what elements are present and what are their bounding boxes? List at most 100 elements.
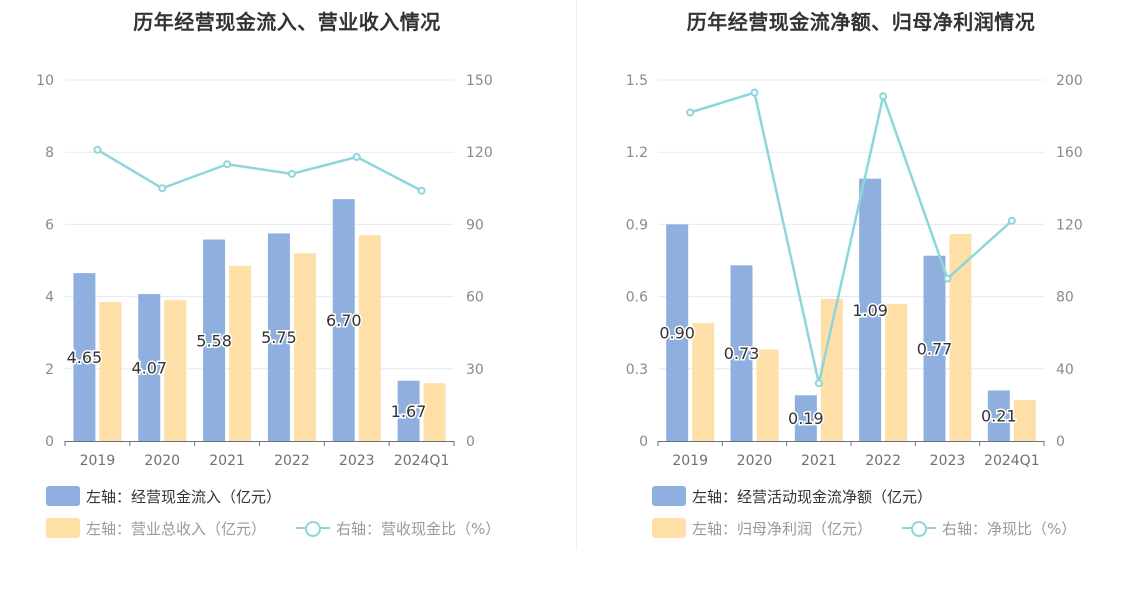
line-point xyxy=(158,184,167,193)
panel-divider xyxy=(576,0,577,550)
bar-data-label: 0.19 xyxy=(788,409,824,428)
right-axis-tick-label: 120 xyxy=(1056,217,1083,233)
x-axis-tick-label: 2021 xyxy=(801,453,837,469)
legend-swatch-bar-blue xyxy=(652,486,686,506)
x-axis-tick-label: 2024Q1 xyxy=(394,453,450,469)
x-axis-tick-label: 2019 xyxy=(672,453,708,469)
bar-secondary xyxy=(229,265,252,441)
legend-item-cash-ratio[interactable]: 右轴：营收现金比（%） xyxy=(296,518,500,538)
bar-primary xyxy=(859,178,882,441)
legend-swatch-bar-orange xyxy=(652,518,686,538)
right-axis-tick-label: 160 xyxy=(1056,145,1083,161)
right-axis-tick-label: 40 xyxy=(1056,362,1074,378)
bar-primary xyxy=(73,273,96,441)
legend-swatch-line-icon xyxy=(902,518,936,538)
bar-secondary xyxy=(885,303,908,441)
bar-secondary xyxy=(949,234,972,441)
line-point xyxy=(417,186,426,195)
bar-data-label: 6.70 xyxy=(326,311,362,330)
legend-item-revenue[interactable]: 左轴：营业总收入（亿元） xyxy=(46,518,266,538)
bar-secondary xyxy=(820,299,843,441)
bar-primary xyxy=(397,380,420,441)
right-axis-tick-label: 0 xyxy=(466,434,475,450)
line-point xyxy=(686,108,695,117)
right-axis-tick-label: 60 xyxy=(466,290,484,306)
legend-item-net-cash-flow[interactable]: 左轴：经营活动现金流净额（亿元） xyxy=(652,486,932,506)
bar-secondary xyxy=(423,383,446,441)
legend-item-net-profit[interactable]: 左轴：归母净利润（亿元） xyxy=(652,518,872,538)
chart-panel-net-cash-flow: 历年经营现金流净额、归母净利润情况 0 0.3 0.6 0.9 1.2 1.5 0 40 80 1… xyxy=(574,0,1148,589)
bar-secondary xyxy=(293,253,316,441)
line-point xyxy=(223,160,232,169)
bar-secondary xyxy=(164,300,187,441)
bar-secondary xyxy=(1013,400,1036,441)
bar-data-label: 4.65 xyxy=(67,348,103,367)
left-axis-tick-label: 6 xyxy=(45,217,54,233)
legend-label: 右轴：净现比（%） xyxy=(942,519,1077,538)
bar-data-label: 0.73 xyxy=(724,344,760,363)
legend-label: 左轴：营业总收入（亿元） xyxy=(86,519,267,538)
bar-data-label: 0.21 xyxy=(981,407,1017,426)
right-axis-tick-label: 30 xyxy=(466,362,484,378)
line-point xyxy=(1007,216,1016,225)
x-axis-tick-label: 2021 xyxy=(209,453,245,469)
right-axis-tick-label: 0 xyxy=(1056,434,1065,450)
left-axis-tick-label: 2 xyxy=(45,362,54,378)
chart-plot-area: 0 0.3 0.6 0.9 1.2 1.5 0 40 80 120 160 200 2019 2020 20… xyxy=(626,73,1083,469)
left-axis-tick-label: 0.9 xyxy=(626,217,648,233)
series-line xyxy=(96,148,423,192)
legend-item-net-cash-ratio[interactable]: 右轴：净现比（%） xyxy=(902,518,1076,538)
bar-primary xyxy=(923,255,946,441)
x-axis-tick-label: 2020 xyxy=(737,453,773,469)
chart-title: 历年经营现金流入、营业收入情况 xyxy=(133,10,441,34)
bar-secondary xyxy=(358,235,381,441)
bar-secondary xyxy=(692,323,715,441)
right-axis-tick-label: 120 xyxy=(466,145,493,161)
x-axis-tick-label: 2022 xyxy=(865,453,901,469)
bar-data-label: 4.07 xyxy=(131,359,167,378)
x-axis-tick-label: 2023 xyxy=(339,453,375,469)
bar-primary xyxy=(987,390,1010,441)
left-axis-tick-label: 0.6 xyxy=(626,290,648,306)
right-axis-tick-label: 90 xyxy=(466,217,484,233)
legend-swatch-bar-orange xyxy=(46,518,80,538)
left-axis-tick-label: 1.2 xyxy=(626,145,648,161)
bar-primary xyxy=(730,265,753,441)
legend-item-cash-inflow[interactable]: 左轴：经营现金流入（亿元） xyxy=(46,486,281,506)
bar-secondary xyxy=(99,302,122,441)
bar-data-label: 5.75 xyxy=(261,328,297,347)
left-axis-tick-label: 4 xyxy=(45,290,54,306)
legend-label: 右轴：营收现金比（%） xyxy=(336,519,501,538)
left-axis-tick-label: 0.3 xyxy=(626,362,648,378)
x-axis-tick-label: 2024Q1 xyxy=(984,453,1040,469)
bar-data-label: 0.90 xyxy=(659,324,695,343)
line-point xyxy=(287,169,296,178)
bar-primary xyxy=(666,224,689,441)
right-axis-tick-label: 150 xyxy=(466,73,493,89)
legend-swatch-bar-blue xyxy=(46,486,80,506)
bar-primary xyxy=(203,239,226,441)
bar-primary xyxy=(332,199,355,441)
left-axis-tick-label: 0 xyxy=(639,434,648,450)
legend-label: 左轴：经营现金流入（亿元） xyxy=(86,487,282,506)
bar-data-label: 5.58 xyxy=(196,331,232,350)
left-axis-tick-label: 10 xyxy=(36,73,54,89)
bar-primary xyxy=(267,233,290,441)
bar-primary xyxy=(794,395,817,441)
line-point xyxy=(814,379,823,388)
x-axis-tick-label: 2019 xyxy=(80,453,116,469)
series-line xyxy=(689,91,1013,384)
line-point xyxy=(879,92,888,101)
line-point xyxy=(93,145,102,154)
bar-secondary xyxy=(756,349,779,441)
left-axis-tick-label: 8 xyxy=(45,145,54,161)
line-point xyxy=(352,153,361,162)
x-axis-tick-label: 2022 xyxy=(274,453,310,469)
bar-primary xyxy=(138,294,161,441)
bar-data-label: 0.77 xyxy=(917,339,953,358)
chart-panel-cash-inflow: 历年经营现金流入、营业收入情况 0 2 4 6 8 10 0 30 60 90 120 150 2019… xyxy=(36,10,500,538)
right-axis-tick-label: 80 xyxy=(1056,290,1074,306)
legend-label: 左轴：归母净利润（亿元） xyxy=(692,519,873,538)
x-axis-tick-label: 2020 xyxy=(144,453,180,469)
legend-label: 左轴：经营活动现金流净额（亿元） xyxy=(692,487,933,506)
